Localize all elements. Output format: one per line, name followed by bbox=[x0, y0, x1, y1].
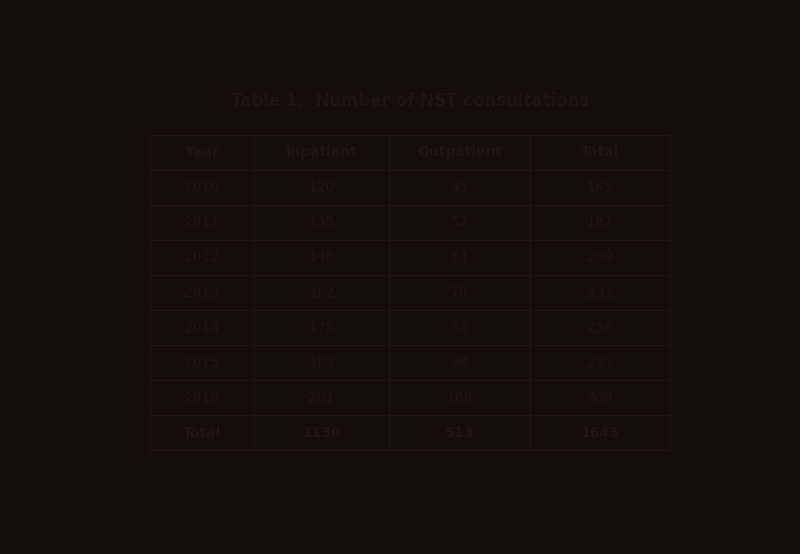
Text: Table 1.  Number of NST consultations: Table 1. Number of NST consultations bbox=[231, 91, 589, 110]
Text: 283: 283 bbox=[587, 356, 614, 370]
Text: 1643: 1643 bbox=[581, 426, 619, 440]
Text: 2010: 2010 bbox=[184, 181, 219, 194]
Text: Inpatient: Inpatient bbox=[286, 145, 358, 159]
Bar bbox=[150, 416, 670, 450]
Text: 70: 70 bbox=[450, 285, 468, 300]
Text: Outpatient: Outpatient bbox=[417, 145, 502, 159]
Text: 94: 94 bbox=[450, 356, 468, 370]
Text: 120: 120 bbox=[308, 181, 334, 194]
Bar bbox=[150, 380, 670, 416]
Text: Total: Total bbox=[182, 426, 221, 440]
Text: 175: 175 bbox=[308, 321, 334, 335]
Text: 2016: 2016 bbox=[184, 391, 219, 405]
Bar bbox=[150, 240, 670, 275]
Text: 45: 45 bbox=[450, 181, 468, 194]
Text: 52: 52 bbox=[450, 216, 468, 229]
Bar bbox=[150, 275, 670, 310]
Text: 61: 61 bbox=[450, 250, 468, 264]
Text: 135: 135 bbox=[308, 216, 334, 229]
Text: 165: 165 bbox=[587, 181, 614, 194]
Text: 2015: 2015 bbox=[184, 356, 219, 370]
Text: 258: 258 bbox=[587, 321, 614, 335]
Text: 83: 83 bbox=[450, 321, 468, 335]
Text: Total: Total bbox=[581, 145, 619, 159]
Text: 187: 187 bbox=[587, 216, 614, 229]
Text: 189: 189 bbox=[308, 356, 334, 370]
Bar bbox=[150, 170, 670, 205]
Text: 148: 148 bbox=[308, 250, 334, 264]
Text: 2011: 2011 bbox=[184, 216, 219, 229]
Text: Year: Year bbox=[184, 145, 219, 159]
Text: 209: 209 bbox=[587, 250, 614, 264]
Text: 513: 513 bbox=[445, 426, 474, 440]
Bar bbox=[150, 205, 670, 240]
Text: 309: 309 bbox=[587, 391, 614, 405]
Text: 108: 108 bbox=[446, 391, 473, 405]
Text: 2013: 2013 bbox=[184, 285, 219, 300]
Bar bbox=[150, 310, 670, 345]
Text: 2014: 2014 bbox=[184, 321, 219, 335]
Bar bbox=[150, 135, 670, 170]
Text: 1130: 1130 bbox=[302, 426, 341, 440]
Bar bbox=[150, 345, 670, 380]
Text: 162: 162 bbox=[308, 285, 334, 300]
Text: 232: 232 bbox=[587, 285, 614, 300]
Text: 201: 201 bbox=[308, 391, 334, 405]
Text: 2012: 2012 bbox=[184, 250, 219, 264]
